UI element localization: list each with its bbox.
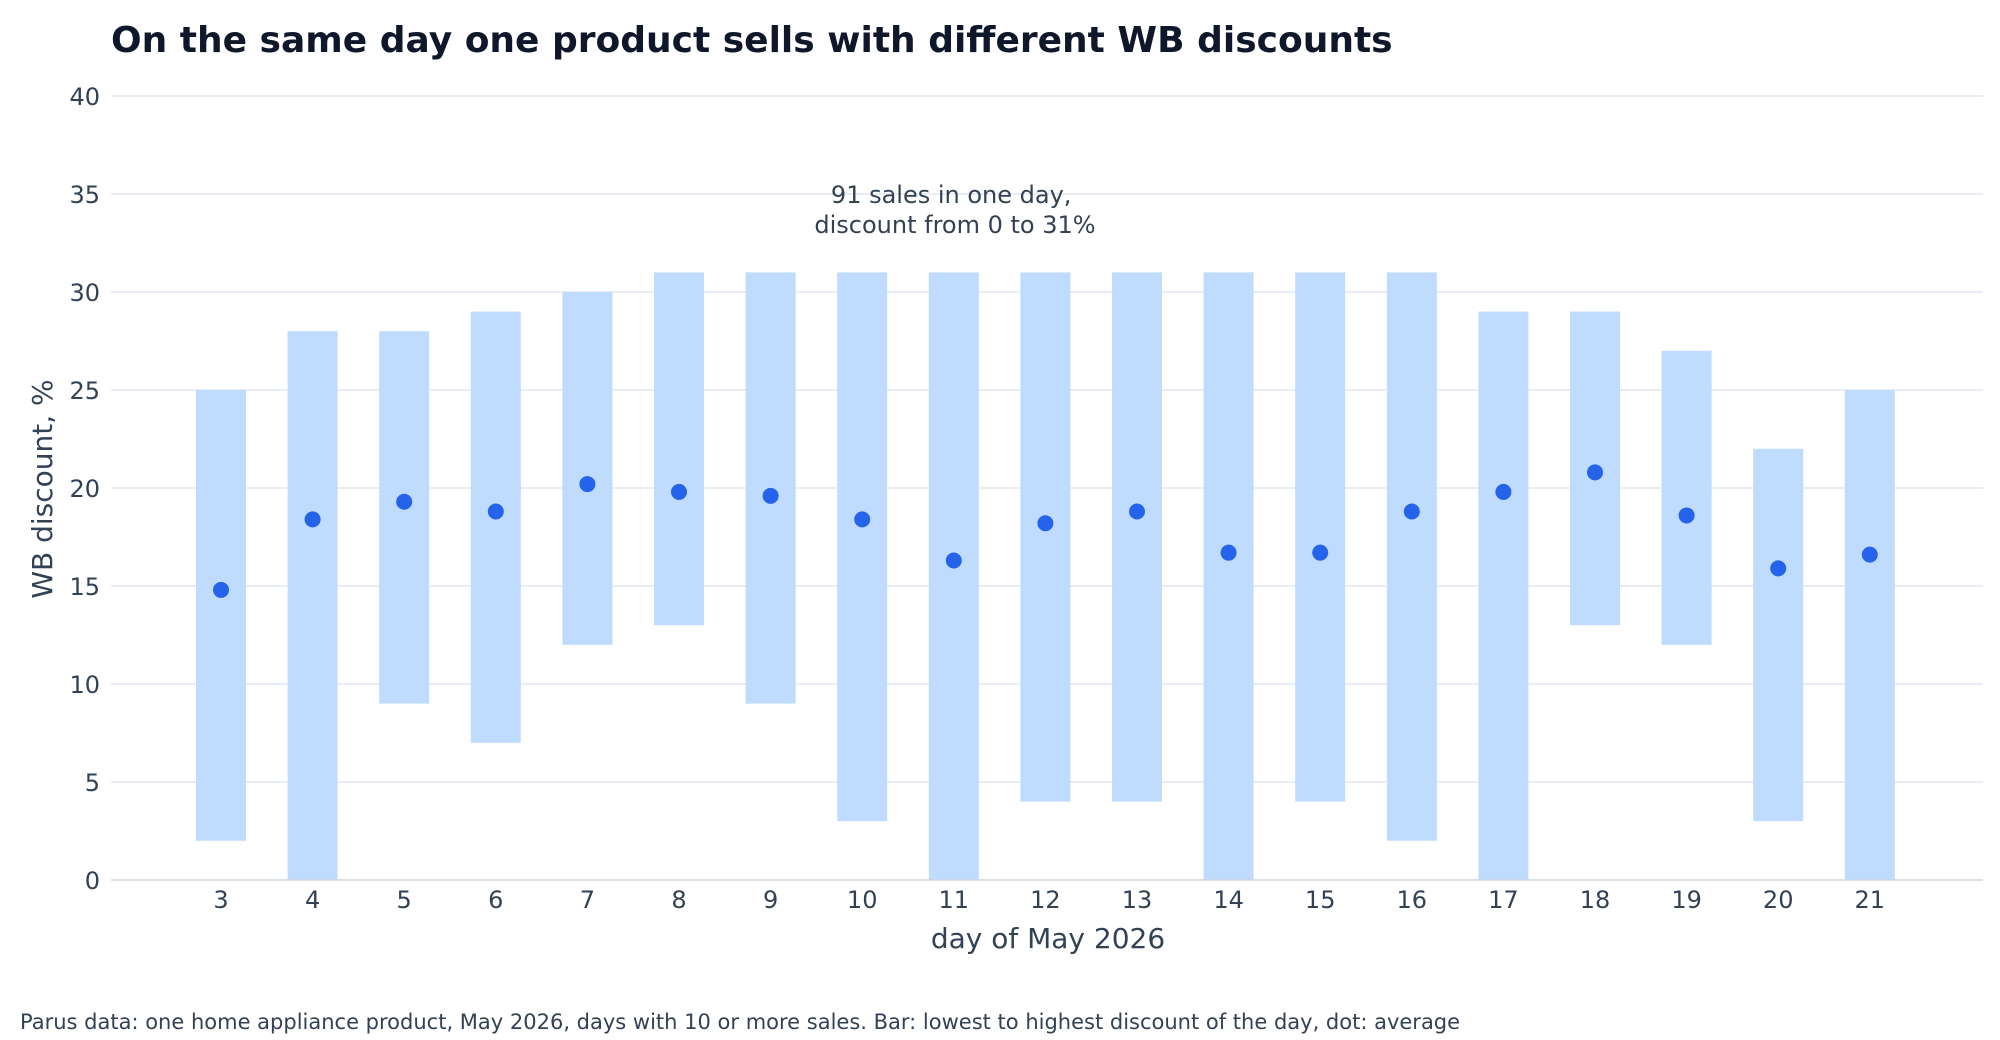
average-dot: [579, 476, 596, 493]
average-dot: [1861, 546, 1878, 563]
range-bar: [837, 272, 888, 822]
range-bar: [1295, 272, 1346, 802]
range-bar: [379, 331, 430, 704]
annotation: 91 sales in one day, discount from 0 to …: [814, 181, 1095, 239]
x-tick-label: 14: [1213, 886, 1244, 914]
average-dot: [1312, 544, 1329, 561]
average-dot: [1037, 515, 1054, 532]
x-tick-label: 16: [1397, 886, 1428, 914]
range-bar: [287, 331, 338, 880]
y-tick-label: 0: [85, 867, 100, 895]
range-bar: [1203, 272, 1254, 880]
average-dot: [945, 552, 962, 569]
y-tick-label: 5: [85, 769, 100, 797]
chart-footnote: Parus data: one home appliance product, …: [20, 1010, 1461, 1034]
range-bar: [1753, 448, 1804, 822]
y-tick-label: 15: [69, 573, 100, 601]
range-bars: [196, 272, 1895, 881]
average-dot: [671, 483, 687, 500]
x-tick-label: 20: [1763, 886, 1794, 914]
x-tick-label: 3: [213, 886, 228, 914]
x-tick-label: 9: [763, 886, 778, 914]
range-bar: [928, 272, 979, 880]
x-tick-label: 17: [1488, 886, 1519, 914]
range-bar: [1112, 272, 1162, 802]
x-tick-label: 18: [1580, 886, 1611, 914]
range-bar: [470, 311, 521, 743]
average-dot: [487, 503, 504, 520]
average-dot: [396, 493, 413, 510]
average-dot: [1678, 507, 1695, 524]
x-tick-label: 21: [1855, 886, 1886, 914]
average-dot: [304, 511, 321, 528]
range-bar: [562, 292, 613, 645]
y-tick-label: 25: [69, 377, 100, 405]
range-bar: [1661, 350, 1712, 645]
average-dot: [1495, 483, 1512, 500]
average-dot: [1129, 503, 1145, 520]
average-dot: [762, 487, 779, 504]
y-tick-label: 35: [69, 181, 100, 209]
range-bar: [1386, 272, 1437, 841]
average-dot: [1403, 503, 1420, 520]
annotation-line-1: 91 sales in one day,: [831, 181, 1072, 209]
y-tick-label: 30: [69, 279, 100, 307]
average-dots: [213, 464, 1878, 598]
x-axis-title: day of May 2026: [931, 922, 1165, 955]
range-bar: [1478, 311, 1529, 881]
y-tick-label: 20: [69, 475, 100, 503]
y-tick-label: 10: [69, 671, 100, 699]
average-dot: [1587, 464, 1603, 481]
chart-title: On the same day one product sells with d…: [111, 20, 1393, 61]
y-axis-title: WB discount, %: [26, 379, 59, 598]
range-bar: [196, 390, 246, 841]
y-axis-ticks: 0 5 10 15 20 25 30 35 40: [69, 83, 100, 895]
x-tick-label: 5: [397, 886, 412, 914]
average-dot: [1220, 544, 1237, 561]
x-tick-label: 15: [1305, 886, 1336, 914]
annotation-line-2: discount from 0 to 31%: [814, 211, 1095, 239]
x-tick-label: 10: [847, 886, 878, 914]
range-bar: [1844, 390, 1895, 880]
x-tick-label: 7: [580, 886, 595, 914]
average-dot: [1770, 560, 1787, 577]
x-axis-ticks: 3 4 5 6 7 8 9 10 11 12 13 14 15 16 17 18 19 20 21: [213, 886, 1885, 914]
y-tick-label: 40: [69, 83, 100, 111]
average-dot: [213, 581, 229, 598]
x-tick-label: 6: [488, 886, 503, 914]
x-tick-label: 4: [305, 886, 320, 914]
average-dot: [854, 511, 871, 528]
x-tick-label: 19: [1671, 886, 1702, 914]
x-tick-label: 12: [1030, 886, 1061, 914]
range-bar: [1020, 272, 1071, 802]
range-bar: [654, 272, 704, 626]
x-tick-label: 11: [939, 886, 970, 914]
x-tick-label: 8: [671, 886, 686, 914]
x-tick-label: 13: [1122, 886, 1153, 914]
